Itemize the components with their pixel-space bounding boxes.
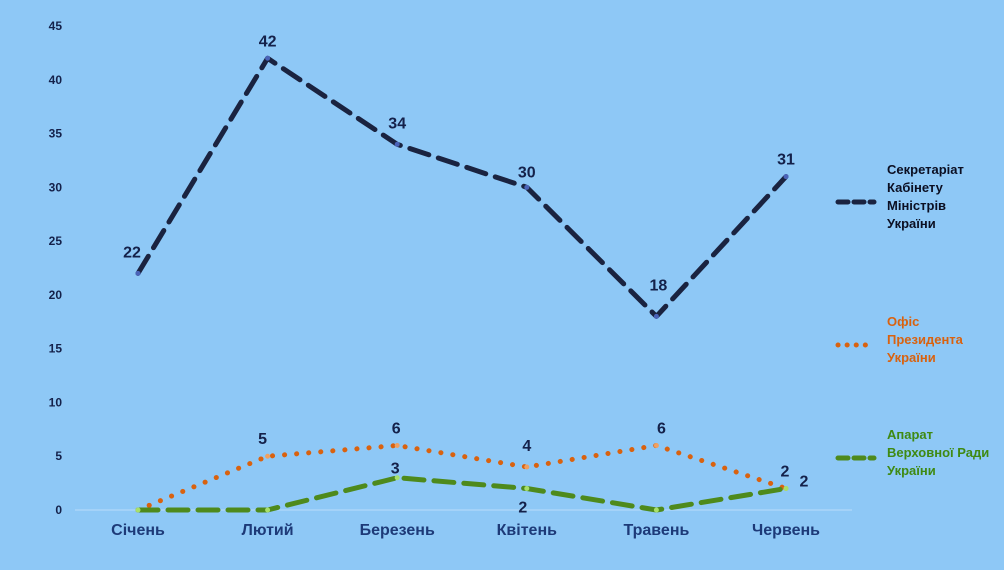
data-label: 2 <box>781 463 790 480</box>
legend-label: України <box>887 350 936 365</box>
data-label: 2 <box>518 499 527 516</box>
data-point <box>524 464 530 470</box>
legend-label: Кабінету <box>887 180 944 195</box>
legend-label: Президента <box>887 332 964 347</box>
y-tick-label: 0 <box>55 503 62 517</box>
data-label: 4 <box>522 438 531 455</box>
data-point <box>265 507 271 513</box>
y-tick-label: 45 <box>49 19 63 33</box>
legend-item: Офіс Президента України <box>835 314 964 365</box>
data-label: 22 <box>123 244 141 261</box>
data-point <box>653 442 659 448</box>
series-line-2 <box>135 475 789 513</box>
data-point <box>394 442 400 448</box>
x-tick-label: Березень <box>360 522 435 539</box>
x-tick-label: Травень <box>623 522 689 539</box>
x-tick-label: Квітень <box>497 522 557 539</box>
y-tick-label: 30 <box>49 180 63 194</box>
y-tick-label: 15 <box>49 342 63 356</box>
data-point <box>653 313 659 319</box>
y-tick-label: 40 <box>49 73 63 87</box>
x-tick-label: Червень <box>752 522 820 539</box>
data-label: 30 <box>518 164 536 181</box>
y-tick-label: 25 <box>49 234 63 248</box>
legend-label: Секретаріат <box>887 162 964 177</box>
legend-item: Секретаріат Кабінету Міністрів України <box>835 162 964 231</box>
data-point <box>783 174 789 180</box>
legend-label: Верховної Ради <box>887 445 989 460</box>
data-label: 6 <box>657 420 666 437</box>
series-line-1 <box>135 442 789 513</box>
data-label: 5 <box>258 431 267 448</box>
data-label: 18 <box>650 277 668 294</box>
y-axis: 0 5 10 15 20 25 30 35 40 45 <box>49 19 63 517</box>
data-point <box>653 507 659 513</box>
series-layer <box>135 55 789 513</box>
data-point <box>265 453 271 459</box>
data-point <box>394 141 400 147</box>
data-label: 31 <box>777 152 795 169</box>
legend-item: Апарат Верховної Ради України <box>835 427 989 478</box>
series-line-0 <box>135 55 789 319</box>
y-tick-label: 20 <box>49 288 63 302</box>
x-tick-label: Лютий <box>242 522 294 539</box>
data-label: 2 <box>800 473 809 490</box>
data-point <box>135 507 141 513</box>
legend-label: Офіс <box>887 314 919 329</box>
legend-label: Міністрів <box>887 198 946 213</box>
x-axis: Січень Лютий Березень Квітень Травень Червень <box>111 522 820 539</box>
data-point <box>524 184 530 190</box>
data-label: 6 <box>392 420 401 437</box>
legend-label: України <box>887 216 936 231</box>
legend-label: Апарат <box>887 427 933 442</box>
data-point <box>135 270 141 276</box>
data-label: 42 <box>259 33 277 50</box>
y-tick-label: 5 <box>55 449 62 463</box>
legend: Секретаріат Кабінету Міністрів України Офіс П… <box>835 162 989 478</box>
legend-label: України <box>887 463 936 478</box>
y-tick-label: 35 <box>49 127 63 141</box>
data-point <box>783 485 789 491</box>
x-tick-label: Січень <box>111 522 165 539</box>
data-label: 34 <box>388 115 406 132</box>
data-point <box>265 55 271 61</box>
data-point <box>524 485 530 491</box>
data-label: 3 <box>391 461 400 478</box>
y-tick-label: 10 <box>49 395 63 409</box>
data-point <box>394 475 400 481</box>
